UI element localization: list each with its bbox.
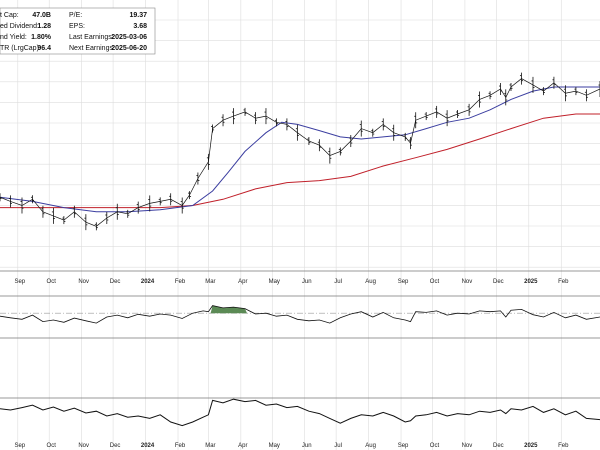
- tick-label: Aug: [365, 443, 376, 449]
- tick-label: Sep: [14, 443, 25, 449]
- tick-label: Oct: [430, 279, 440, 285]
- tick-label: Dec: [493, 279, 504, 285]
- tick-label: Oct: [430, 443, 440, 449]
- indicator-1-line: [0, 305, 600, 324]
- tick-label: Jul: [334, 279, 342, 285]
- sma200-line: [0, 113, 600, 209]
- stat-label-dividend: ed Dividend:: [0, 23, 39, 30]
- price-line: [0, 78, 600, 227]
- tick-label: Sep: [398, 443, 409, 449]
- date-axis-upper: Sep Oct Nov Dec 2024 Feb Mar Apr May Jun Jul Aug Sep…: [14, 279, 569, 285]
- tick-label: Jun: [302, 443, 312, 449]
- indicator-panel-2: [0, 398, 600, 427]
- tick-label: 2024: [141, 279, 155, 285]
- tick-label: Dec: [493, 443, 504, 449]
- tick-label: May: [269, 279, 280, 285]
- tick-label: Nov: [78, 443, 89, 449]
- tick-label: 2025: [524, 279, 538, 285]
- tick-label: Oct: [47, 443, 57, 449]
- tick-label: Feb: [558, 279, 569, 285]
- tick-label: Oct: [47, 279, 57, 285]
- tick-label: Apr: [238, 443, 247, 449]
- stat-label-last-earnings: Last Earnings:: [69, 34, 114, 41]
- price-panel: [0, 72, 600, 231]
- tick-label: Apr: [238, 279, 247, 285]
- stat-value-eps: 3.68: [133, 23, 147, 30]
- stat-value-market-cap: 47.0B: [32, 12, 51, 19]
- tick-label: Feb: [175, 279, 186, 285]
- tick-label: Sep: [14, 279, 25, 285]
- stat-label-pe: P/E:: [69, 12, 82, 19]
- tick-label: Feb: [558, 443, 569, 449]
- tick-label: Nov: [78, 279, 89, 285]
- tick-label: May: [269, 443, 280, 449]
- tick-label: Nov: [462, 443, 473, 449]
- stat-label-sctr: TR (LrgCap):: [0, 45, 41, 52]
- indicator-panel-1: [0, 305, 600, 324]
- tick-label: 2024: [141, 443, 155, 449]
- stats-box: t Cap: 47.0B ed Dividend: 1.28 nd Yield:…: [0, 7, 156, 55]
- tick-label: Dec: [110, 443, 121, 449]
- tick-label: Aug: [365, 279, 376, 285]
- stats-box-frame: [0, 7, 156, 55]
- indicator-2-line: [0, 398, 600, 427]
- tick-label: Sep: [398, 279, 409, 285]
- tick-label: 2025: [524, 443, 538, 449]
- stat-value-sctr: 96.4: [37, 45, 51, 52]
- tick-label: Jul: [334, 443, 342, 449]
- stat-value-pe: 19.37: [129, 12, 147, 19]
- stat-label-market-cap: t Cap:: [0, 12, 19, 19]
- tick-label: Mar: [205, 279, 215, 285]
- stat-label-next-earnings: Next Earnings:: [69, 45, 115, 52]
- tick-label: Mar: [205, 443, 215, 449]
- stat-value-dividend: 1.28: [37, 23, 51, 30]
- tick-label: Feb: [175, 443, 186, 449]
- stat-value-next-earnings: 2025-06-20: [111, 45, 147, 52]
- tick-label: Nov: [462, 279, 473, 285]
- sma50-line: [0, 86, 600, 213]
- tick-label: Dec: [110, 279, 121, 285]
- tick-label: Jun: [302, 279, 312, 285]
- stat-value-yield: 1.80%: [31, 34, 52, 41]
- date-axis-lower: Sep Oct Nov Dec 2024 Feb Mar Apr May Jun Jul Aug Sep…: [14, 443, 569, 449]
- stat-label-yield: nd Yield:: [0, 34, 27, 41]
- stat-value-last-earnings: 2025-03-06: [111, 34, 147, 41]
- stat-label-eps: EPS:: [69, 23, 85, 30]
